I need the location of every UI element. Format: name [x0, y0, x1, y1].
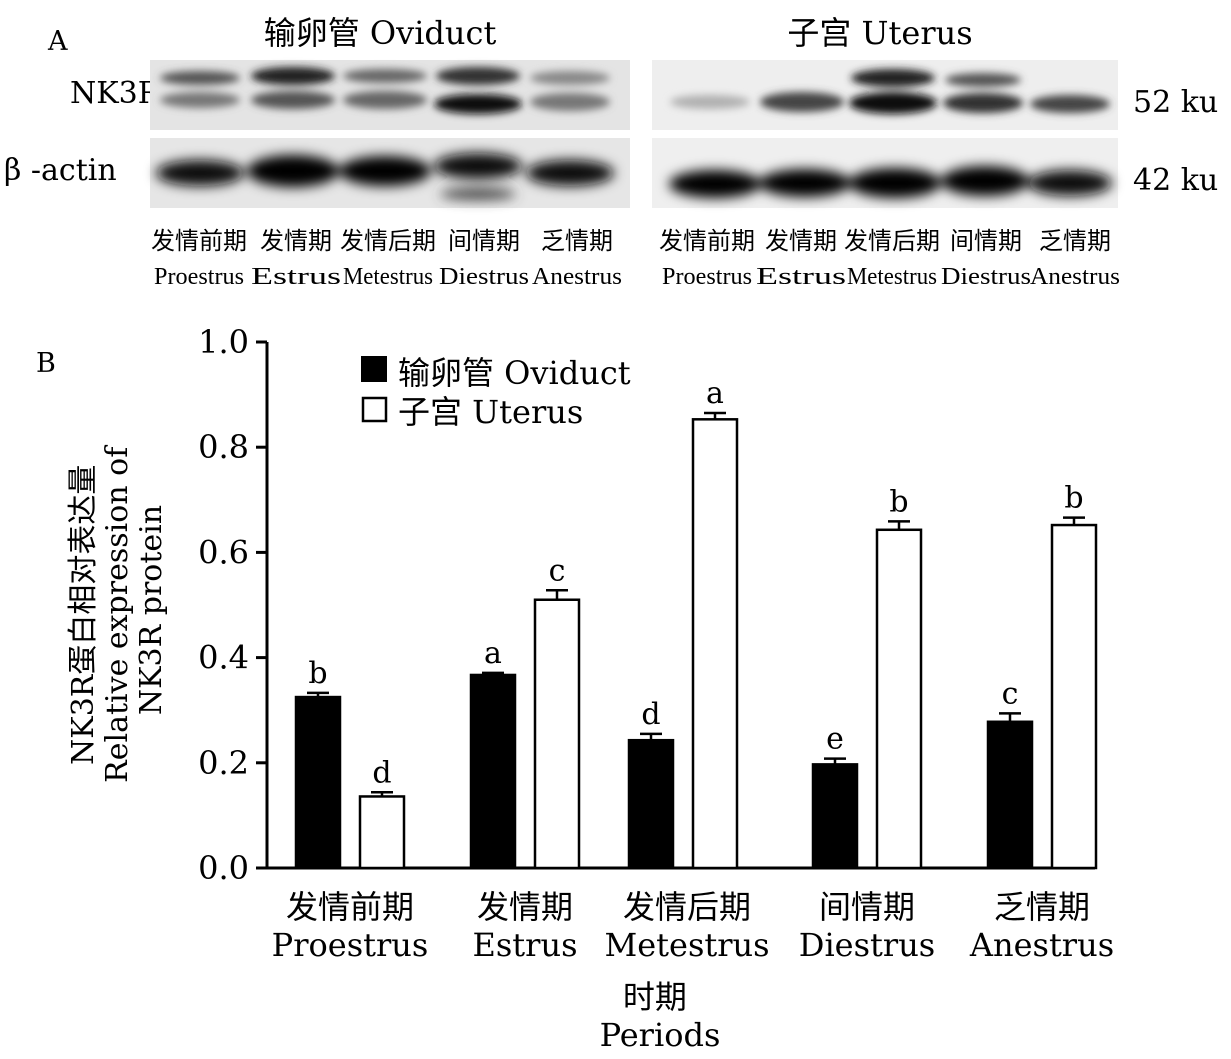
- panel-a: A 输卵管 Oviduct 子宫 Uterus NK3R β -actin 52…: [4, 14, 1218, 290]
- lane-label-cn-oviduct-0: 发情前期: [151, 228, 247, 255]
- lane-label-en-uterus-4: Anestrus: [1030, 264, 1120, 290]
- protein-label-actin: β -actin: [4, 153, 117, 188]
- lane-label-cn-uterus-0: 发情前期: [659, 228, 755, 255]
- significance-letter-1-0: d: [372, 755, 391, 790]
- bands-oviduct-nk3r: [160, 67, 610, 114]
- lane-label-en-uterus-0: Proestrus: [662, 264, 752, 290]
- y-tick-label-3: 0.6: [198, 533, 249, 571]
- x-category-en-4: Anestrus: [969, 926, 1114, 964]
- y-tick-label-1: 0.2: [198, 744, 249, 782]
- significance-letter-1-4: b: [1064, 481, 1083, 516]
- lane-label-en-oviduct-0: Proestrus: [154, 264, 244, 290]
- bar-uterus-3: [875, 528, 923, 870]
- lane-label-cn-uterus-4: 乏情期: [1039, 228, 1111, 255]
- x-category-en-2: Metestrus: [604, 926, 769, 964]
- legend-swatch-uterus: [361, 396, 388, 423]
- legend-label-uterus: 子宫 Uterus: [398, 393, 583, 431]
- lane-label-cn-uterus-2: 发情后期: [844, 228, 940, 255]
- y-axis-label-en1: Relative expression of: [100, 445, 135, 783]
- bands-uterus-nk3r: [670, 69, 1110, 114]
- panel-a-label: A: [47, 26, 68, 57]
- x-category-cn-2: 发情后期: [623, 888, 751, 926]
- bar-uterus-0: [358, 795, 406, 870]
- lane-label-cn-oviduct-3: 间情期: [448, 228, 520, 255]
- bands-uterus-actin: [669, 166, 1112, 198]
- x-category-cn-1: 发情期: [477, 888, 573, 926]
- lane-label-en-uterus-3: Diestrus: [941, 264, 1031, 290]
- x-axis-title: 时期 Periods: [600, 978, 721, 1054]
- y-axis-label-en2: NK3R protein: [134, 505, 169, 715]
- lane-label-en-oviduct-2: Metestrus: [343, 264, 433, 290]
- bar-oviduct-1: [469, 673, 517, 870]
- panel-b-label: B: [36, 348, 56, 379]
- x-category-cn-0: 发情前期: [286, 888, 414, 926]
- y-axis-label-cn: NK3R蛋白相对表达量: [66, 465, 101, 765]
- y-axis-label: NK3R蛋白相对表达量 Relative expression of NK3R …: [66, 437, 169, 783]
- tissue-title-oviduct: 输卵管 Oviduct: [264, 14, 497, 52]
- lane-label-en-uterus-1: Estrus: [756, 264, 846, 290]
- y-tick-label-5: 1.0: [198, 323, 249, 361]
- lane-labels-uterus: 发情前期 Proestrus 发情期 Estrus 发情后期 Metestrus 间情期 Di…: [659, 228, 1120, 290]
- x-category-cn-4: 乏情期: [994, 888, 1090, 926]
- x-category-en-0: Proestrus: [272, 926, 429, 964]
- significance-letter-0-3: e: [826, 722, 844, 757]
- y-tick-label-0: 0.0: [198, 849, 249, 887]
- significance-letter-1-3: b: [889, 484, 908, 519]
- lane-label-cn-oviduct-4: 乏情期: [541, 228, 613, 255]
- significance-letter-1-1: c: [549, 553, 566, 588]
- size-label-52: 52 ku: [1133, 85, 1218, 120]
- significance-letter-0-4: c: [1002, 676, 1019, 711]
- x-axis-title-en: Periods: [600, 1016, 721, 1054]
- lane-label-cn-oviduct-1: 发情期: [260, 228, 332, 255]
- bar-uterus-1: [533, 598, 581, 870]
- legend: 输卵管 Oviduct 子宫 Uterus: [361, 354, 631, 431]
- x-category-cn-3: 间情期: [819, 888, 915, 926]
- significance-letter-0-0: b: [308, 656, 327, 691]
- legend-label-oviduct: 输卵管 Oviduct: [398, 354, 631, 392]
- protein-label-nk3r: NK3R: [70, 76, 162, 111]
- x-category-en-3: Diestrus: [799, 926, 935, 964]
- y-tick-label-4: 0.8: [198, 428, 249, 466]
- lane-label-cn-uterus-3: 间情期: [950, 228, 1022, 255]
- bands-oviduct-actin: [156, 153, 614, 200]
- y-tick-label-2: 0.4: [198, 639, 249, 677]
- significance-letter-0-1: a: [484, 636, 502, 671]
- bar-oviduct-3: [811, 763, 859, 870]
- lane-label-cn-uterus-1: 发情期: [765, 228, 837, 255]
- tissue-title-uterus: 子宫 Uterus: [787, 14, 972, 52]
- bar-uterus-2: [691, 418, 739, 870]
- legend-swatch-oviduct: [361, 356, 387, 382]
- lane-label-en-oviduct-1: Estrus: [251, 264, 341, 290]
- lane-label-en-uterus-2: Metestrus: [847, 264, 937, 290]
- lane-label-en-oviduct-4: Anestrus: [532, 264, 622, 290]
- bar-oviduct-0: [294, 695, 342, 870]
- panel-b: B NK3R蛋白相对表达量 Relative expression of NK3…: [36, 323, 1114, 1054]
- chart-bars: b a d e c d c a b b: [294, 376, 1098, 870]
- bar-uterus-4: [1050, 523, 1098, 870]
- lane-label-en-oviduct-3: Diestrus: [439, 264, 529, 290]
- bar-oviduct-2: [627, 738, 675, 870]
- x-category-en-1: Estrus: [473, 926, 578, 964]
- size-label-42: 42 ku: [1133, 163, 1218, 198]
- x-axis-title-cn: 时期: [623, 978, 687, 1016]
- lane-labels-oviduct: 发情前期 Proestrus 发情期 Estrus 发情后期 Metestrus 间情期 Di…: [151, 228, 622, 290]
- significance-letter-0-2: d: [641, 697, 660, 732]
- lane-label-cn-oviduct-2: 发情后期: [340, 228, 436, 255]
- bar-oviduct-4: [986, 720, 1034, 870]
- significance-letter-1-2: a: [706, 376, 724, 411]
